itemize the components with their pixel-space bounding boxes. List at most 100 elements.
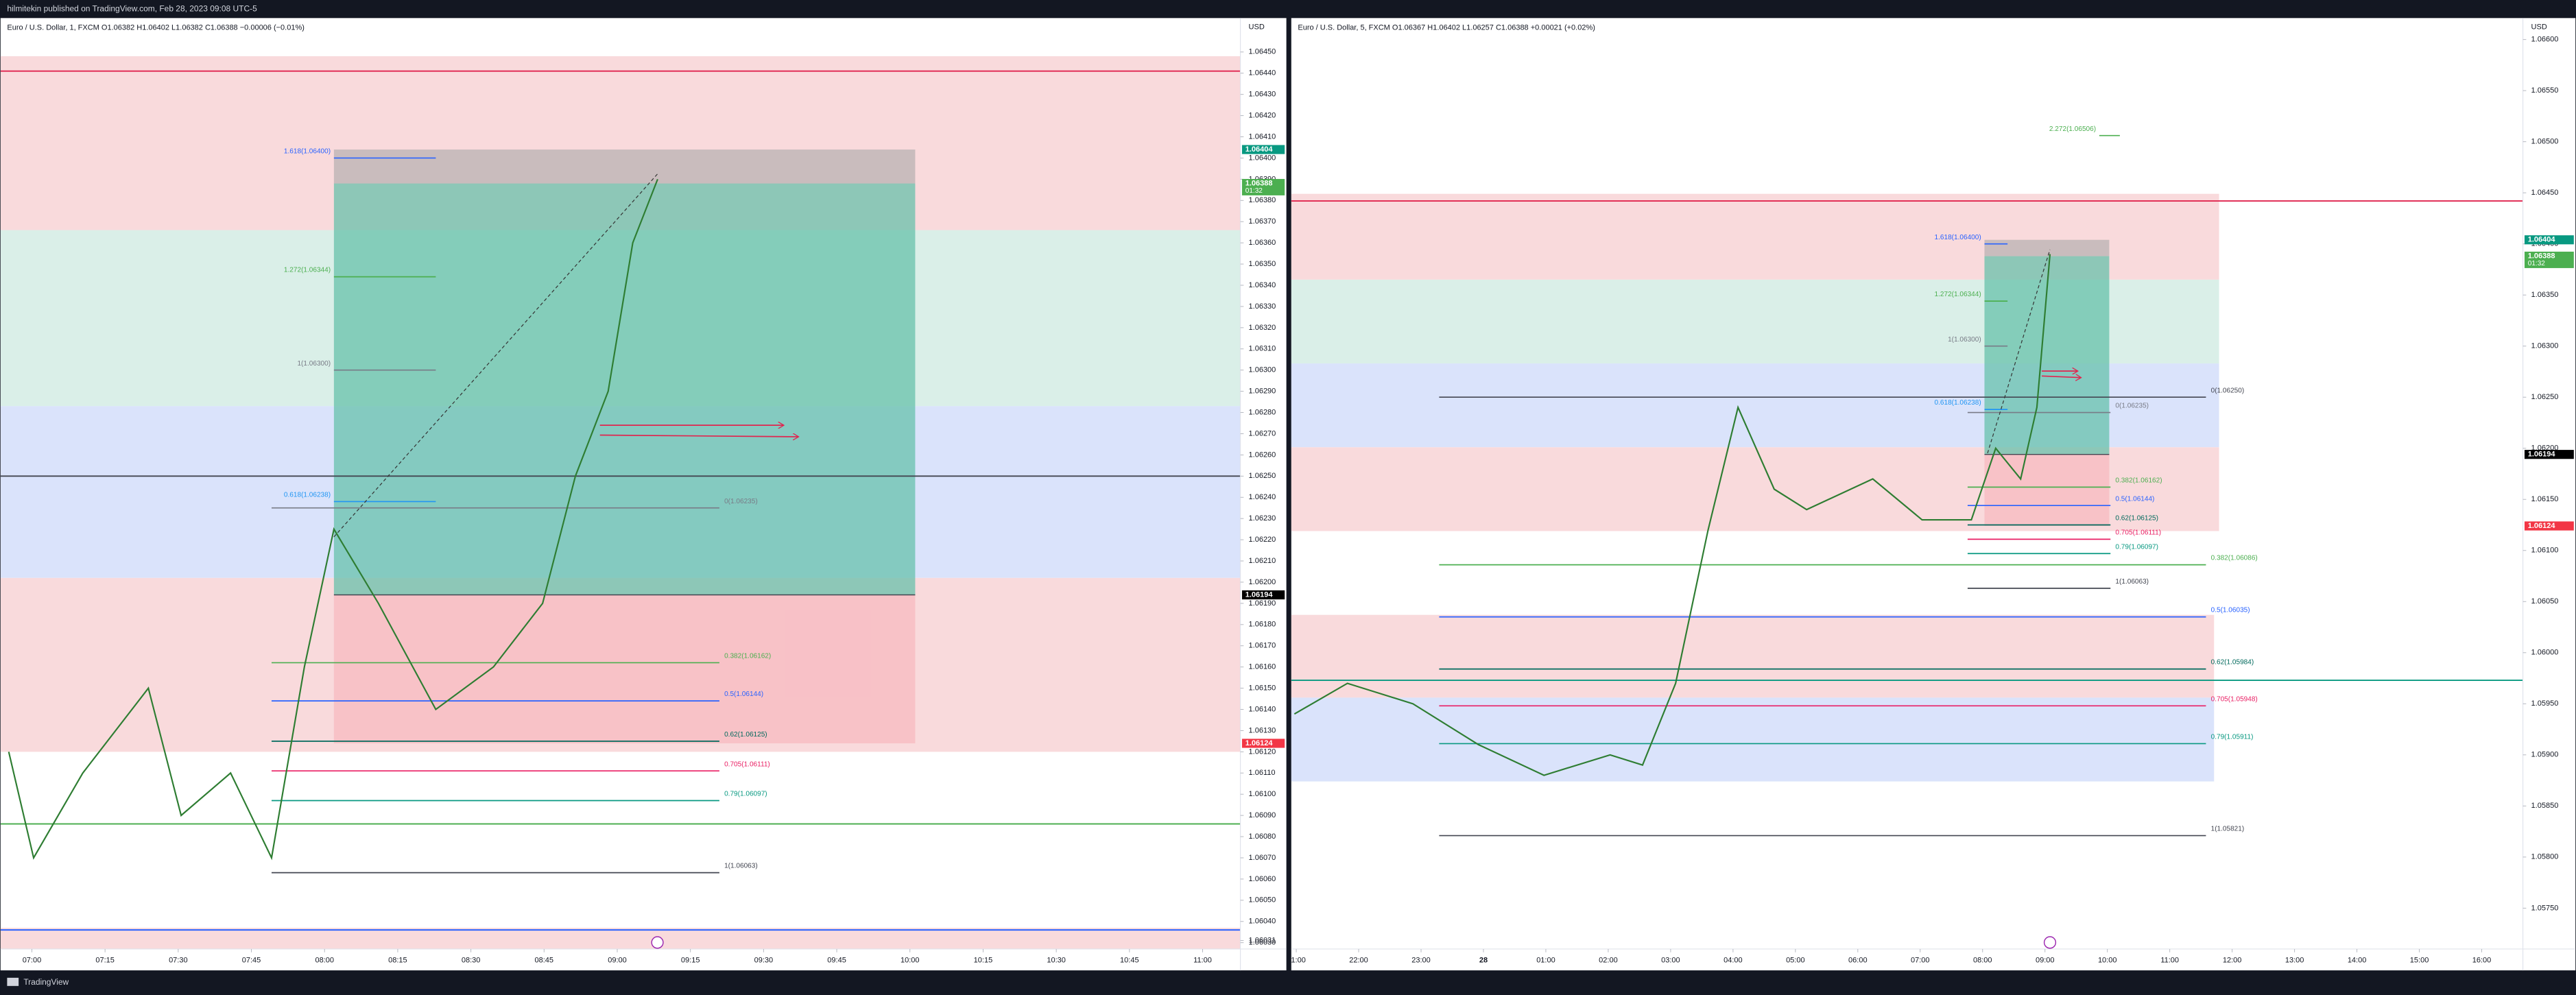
y-tick-label: 1.05900 <box>2531 751 2559 759</box>
x-tick-label: 21:00 <box>1287 957 1306 965</box>
price-tag-countdown: 01:32 <box>1245 187 1263 195</box>
price-line <box>1293 254 2051 776</box>
y-tick-label: 1.06500 <box>2531 138 2559 146</box>
y-tick-label: 1.06050 <box>1249 896 1276 904</box>
symbol-legend: Euro / U.S. Dollar, 1, FXCM O1.06382 H1.… <box>7 24 305 32</box>
y-tick-label: 1.06090 <box>1249 811 1276 819</box>
y-tick-label: 1.06040 <box>1249 918 1276 926</box>
target-area <box>333 149 916 184</box>
x-tick-label: 16:00 <box>2472 957 2492 965</box>
x-tick-label: 08:00 <box>315 957 334 965</box>
y-tick-label: 1.06180 <box>1249 621 1276 629</box>
price-tag-label: 1.06124 <box>2528 522 2556 530</box>
x-tick-label: 08:30 <box>462 957 481 965</box>
publish-info: hilmitekin published on TradingView.com,… <box>7 3 257 13</box>
arrow <box>2041 376 2081 377</box>
price-tag-label: 1.06194 <box>1245 590 1274 599</box>
y-tick-label: 1.06031 <box>1249 936 1276 944</box>
y-tick-label: 1.06250 <box>1249 472 1276 480</box>
price-tag-countdown: 01:32 <box>2528 260 2546 267</box>
price-tag <box>2524 251 2574 268</box>
event-icon[interactable] <box>2043 936 2057 949</box>
y-tick-label: 1.06200 <box>1249 578 1276 586</box>
fib-label: 1.618(1.06400) <box>284 148 331 156</box>
y-tick-label: 1.06250 <box>2531 393 2559 401</box>
x-tick-label: 23:00 <box>1411 957 1431 965</box>
y-tick-label: 1.06280 <box>1249 408 1276 416</box>
x-tick-label: 09:45 <box>827 957 846 965</box>
fib-label: 0.62(1.06125) <box>2115 515 2158 523</box>
y-tick-label: 1.06300 <box>2531 342 2559 350</box>
zone <box>0 928 1241 949</box>
x-tick-label: 04:00 <box>1724 957 1743 965</box>
currency-label: USD <box>2531 23 2547 31</box>
y-tick-label: 1.06350 <box>1249 260 1276 268</box>
x-tick-label: 07:30 <box>169 957 188 965</box>
plot-right: 2.272(1.06506) 1.618(1.06400) 1.272(1.0634… <box>1291 125 2523 837</box>
event-icon[interactable] <box>651 936 664 949</box>
fib-label: 0.79(1.06097) <box>2115 543 2158 551</box>
fib-label: 0.79(1.05911) <box>2211 733 2254 741</box>
fib-label: 1.272(1.06344) <box>284 267 331 274</box>
plot-left: 1.618(1.06400) 1.272(1.06344) 1(1.06300) 0.… <box>0 56 1241 949</box>
y-tick-label: 1.05850 <box>2531 802 2559 810</box>
fib-label: 1(1.06063) <box>724 863 758 870</box>
brand-logo <box>7 977 19 986</box>
y-tick-label: 1.06340 <box>1249 281 1276 289</box>
y-tick-label: 1.06070 <box>1249 854 1276 862</box>
fib-label: 0.382(1.06162) <box>2115 477 2162 484</box>
price-tag-label: 1.06388 <box>2528 252 2555 260</box>
x-tick-label: 10:30 <box>1047 957 1066 965</box>
y-tick-label: 1.06220 <box>1249 536 1276 544</box>
y-tick-label: 1.06600 <box>2531 36 2559 44</box>
y-tick-label: 1.06150 <box>2531 495 2559 503</box>
x-tick-label: 11:00 <box>2160 957 2179 965</box>
fib-label: 0.705(1.06111) <box>2115 529 2161 536</box>
x-tick-label: 10:00 <box>901 957 920 965</box>
y-tick-label: 1.06290 <box>1249 387 1276 396</box>
stop-area <box>333 595 916 743</box>
y-tick-label: 1.06190 <box>1249 599 1276 608</box>
target-area <box>1984 239 2110 256</box>
fib-label: 0.5(1.06035) <box>2211 607 2250 614</box>
x-tick-label: 22:00 <box>1349 957 1368 965</box>
price-tag-label: 1.06194 <box>2528 451 2556 459</box>
y-tick-label: 1.06110 <box>1249 769 1276 777</box>
price-tag-label: 1.06404 <box>1245 145 1274 154</box>
y-tick-label: 1.06400 <box>1249 154 1276 162</box>
price-tag <box>1241 178 1285 195</box>
x-tick-label: 10:15 <box>974 957 993 965</box>
fib-label: 0.62(1.06125) <box>724 731 767 739</box>
y-tick-label: 1.06300 <box>1249 366 1276 374</box>
price-tag <box>1241 590 1285 600</box>
y-tick-label: 1.06350 <box>2531 291 2559 299</box>
y-tick-label: 1.06260 <box>1249 451 1276 459</box>
x-tick-label: 28 <box>1479 957 1488 965</box>
y-tick-label: 1.06170 <box>1249 642 1276 650</box>
x-tick-label: 08:15 <box>388 957 407 965</box>
y-tick-label: 1.06420 <box>1249 112 1276 120</box>
axes-right: 1.05750 1.05800 1.05850 1.05900 1.05950 1.060… <box>1287 18 2576 971</box>
price-tag <box>2524 235 2574 245</box>
y-tick-label: 1.06320 <box>1249 324 1276 332</box>
fib-label: 0.705(1.05948) <box>2211 695 2258 703</box>
y-tick-label: 1.06060 <box>1249 875 1276 883</box>
y-tick-label: 1.06210 <box>1249 557 1276 565</box>
y-tick-label: 1.05950 <box>2531 699 2559 708</box>
drawings-right <box>1987 249 2081 949</box>
y-tick-label: 1.06030 <box>1249 939 1276 947</box>
x-tick-label: 09:00 <box>608 957 627 965</box>
y-tick-label: 1.06130 <box>1249 726 1276 734</box>
fib-label: 0.5(1.06144) <box>724 691 763 698</box>
x-tick-label: 03:00 <box>1661 957 1680 965</box>
fib-label: 1.618(1.06400) <box>1935 234 1981 241</box>
fib-label: 0.382(1.06086) <box>2211 555 2258 562</box>
price-tag-label: 1.06404 <box>2528 236 2556 244</box>
y-tick-label: 1.06310 <box>1249 345 1276 353</box>
fib-label: 0.618(1.06238) <box>284 492 331 499</box>
x-tick-label: 10:00 <box>2098 957 2117 965</box>
drawings-left <box>333 173 799 949</box>
fib-label: 2.272(1.06506) <box>2049 125 2096 133</box>
y-tick-label: 1.06160 <box>1249 663 1276 671</box>
price-tag <box>1241 145 1285 154</box>
